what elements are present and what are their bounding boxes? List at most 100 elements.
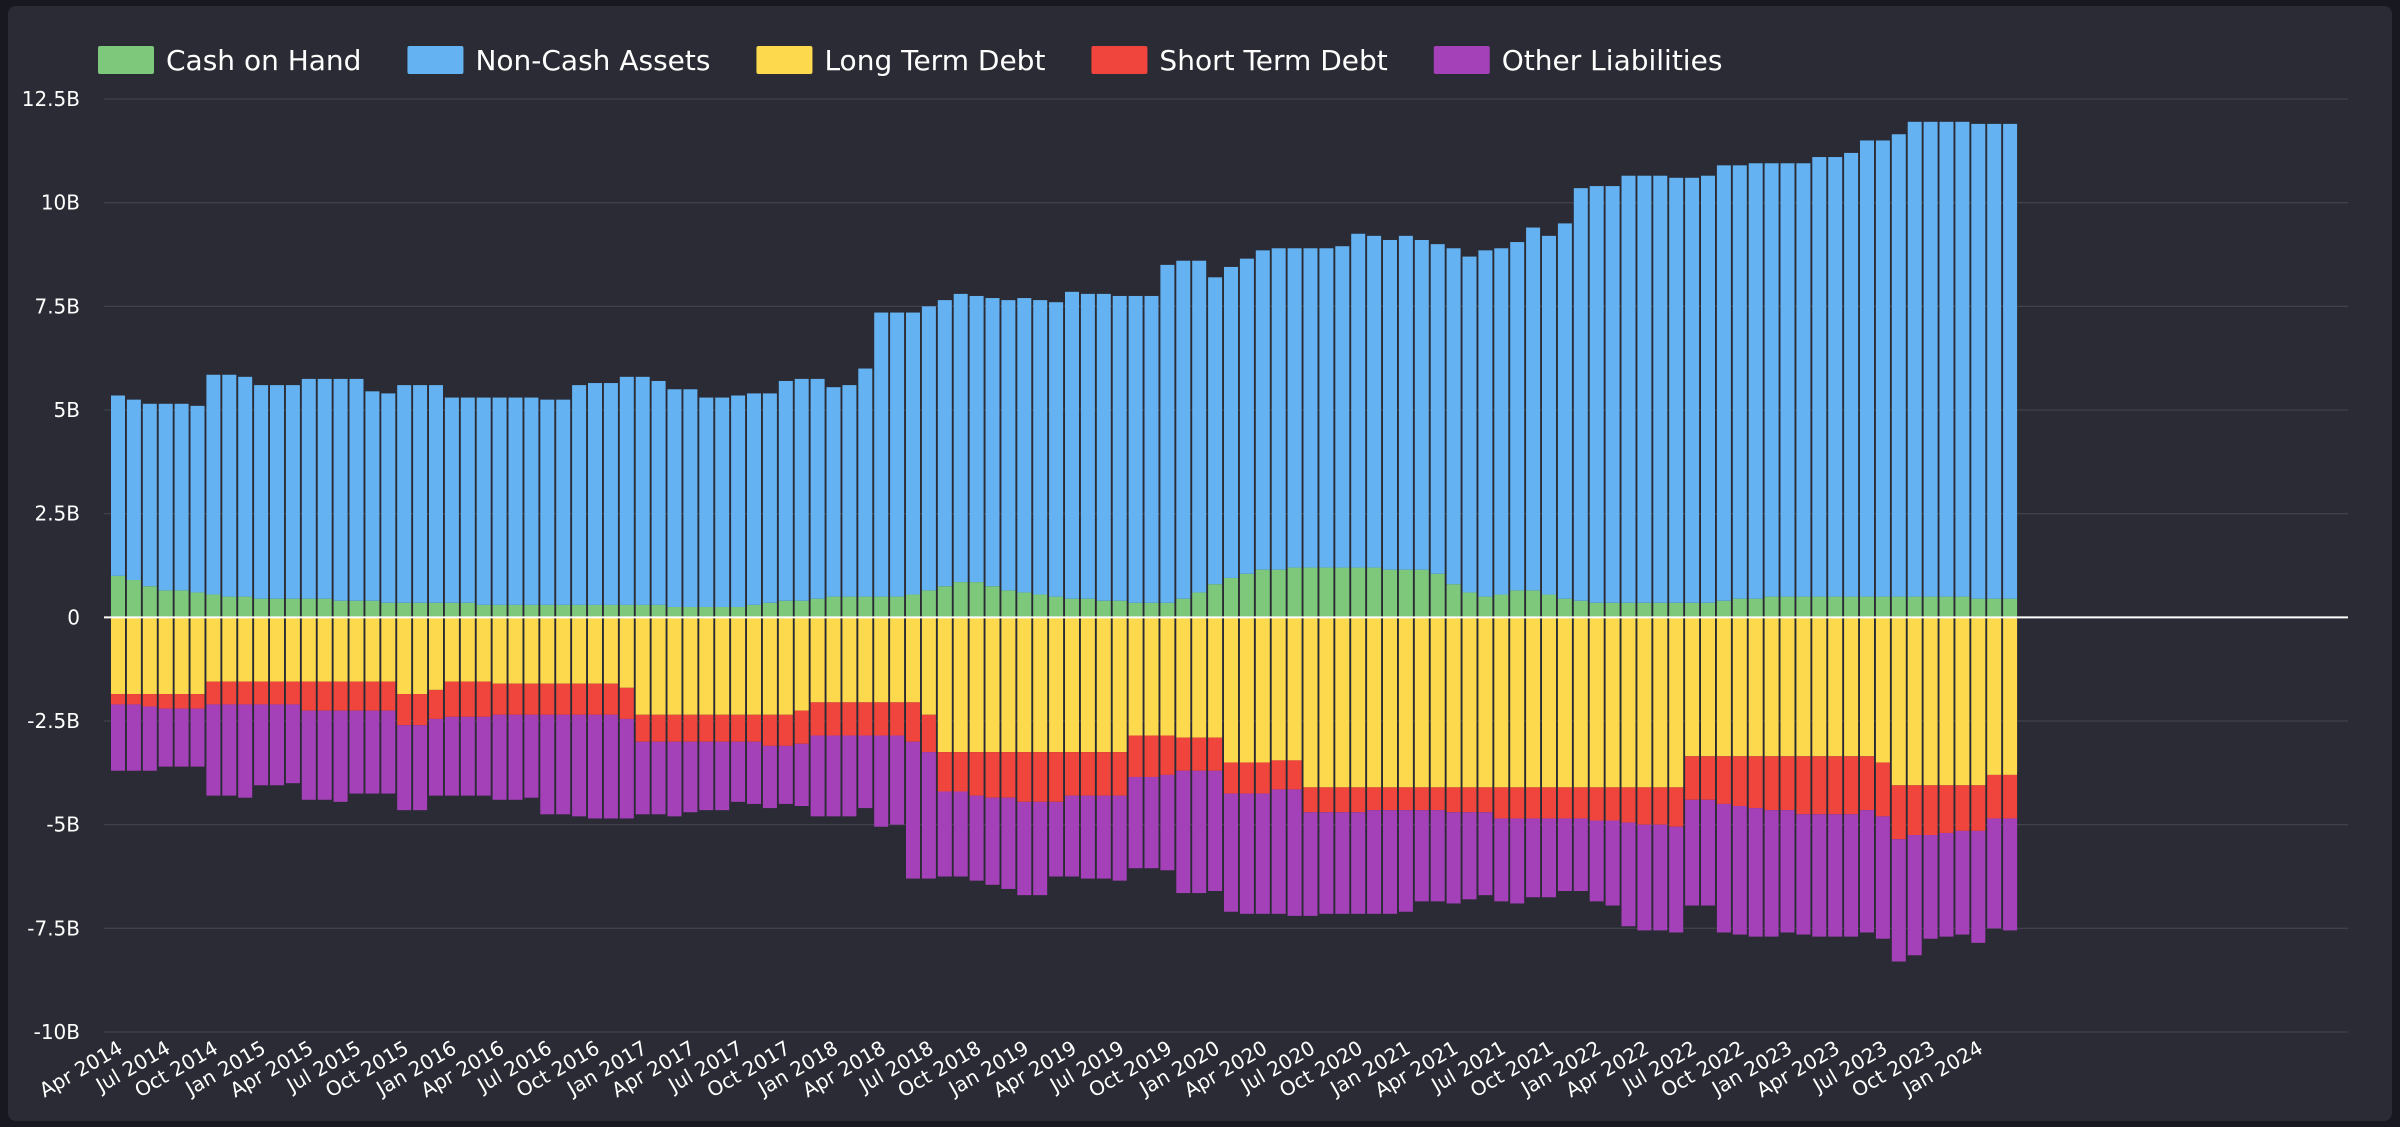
- bar-non-cash-assets[interactable]: [619, 376, 634, 605]
- bar-long-term-debt[interactable]: [1478, 617, 1493, 788]
- bar-short-term-debt[interactable]: [651, 714, 666, 742]
- bar-cash-on-hand[interactable]: [1605, 602, 1620, 618]
- bar-cash-on-hand[interactable]: [874, 596, 889, 618]
- bar-cash-on-hand[interactable]: [794, 600, 809, 618]
- bar-short-term-debt[interactable]: [1510, 787, 1525, 819]
- bar-cash-on-hand[interactable]: [1573, 600, 1588, 618]
- bar-other-liabilities[interactable]: [842, 735, 857, 817]
- bar-short-term-debt[interactable]: [1653, 787, 1668, 825]
- bar-long-term-debt[interactable]: [1828, 617, 1843, 757]
- bar-cash-on-hand[interactable]: [1796, 596, 1811, 618]
- bar-short-term-debt[interactable]: [174, 694, 189, 709]
- bar-non-cash-assets[interactable]: [556, 399, 571, 605]
- bar-short-term-debt[interactable]: [2003, 774, 2018, 819]
- bar-short-term-debt[interactable]: [1319, 787, 1334, 813]
- bar-long-term-debt[interactable]: [111, 617, 125, 695]
- bar-other-liabilities[interactable]: [254, 704, 269, 786]
- bar-other-liabilities[interactable]: [1430, 810, 1445, 902]
- bar-other-liabilities[interactable]: [778, 745, 793, 804]
- bar-non-cash-assets[interactable]: [1891, 134, 1906, 597]
- bar-cash-on-hand[interactable]: [1128, 602, 1143, 618]
- bar-other-liabilities[interactable]: [126, 704, 141, 771]
- bar-non-cash-assets[interactable]: [1780, 163, 1795, 597]
- bar-non-cash-assets[interactable]: [1383, 239, 1397, 570]
- bar-non-cash-assets[interactable]: [699, 397, 714, 607]
- bar-non-cash-assets[interactable]: [731, 395, 746, 607]
- bar-cash-on-hand[interactable]: [126, 580, 141, 618]
- bar-long-term-debt[interactable]: [1033, 617, 1048, 753]
- bar-other-liabilities[interactable]: [285, 704, 300, 784]
- bar-short-term-debt[interactable]: [1716, 756, 1731, 804]
- bar-cash-on-hand[interactable]: [444, 602, 459, 618]
- bar-cash-on-hand[interactable]: [2003, 598, 2018, 618]
- bar-cash-on-hand[interactable]: [651, 604, 666, 618]
- bar-non-cash-assets[interactable]: [142, 403, 157, 587]
- bar-long-term-debt[interactable]: [953, 617, 968, 753]
- bar-long-term-debt[interactable]: [890, 617, 905, 703]
- legend-item-non-cash-assets[interactable]: Non-Cash Assets: [407, 44, 710, 77]
- bar-cash-on-hand[interactable]: [1971, 598, 1986, 618]
- bar-other-liabilities[interactable]: [492, 714, 507, 800]
- bar-short-term-debt[interactable]: [381, 681, 396, 711]
- bar-non-cash-assets[interactable]: [1828, 157, 1843, 597]
- bar-non-cash-assets[interactable]: [190, 405, 205, 593]
- bar-cash-on-hand[interactable]: [381, 602, 396, 618]
- bar-long-term-debt[interactable]: [921, 617, 936, 715]
- bar-other-liabilities[interactable]: [508, 714, 523, 800]
- bar-cash-on-hand[interactable]: [572, 604, 587, 618]
- bar-short-term-debt[interactable]: [397, 694, 412, 726]
- bar-long-term-debt[interactable]: [1557, 617, 1572, 788]
- bar-non-cash-assets[interactable]: [349, 378, 364, 601]
- bar-other-liabilities[interactable]: [588, 714, 602, 819]
- bar-long-term-debt[interactable]: [2003, 617, 2018, 775]
- bar-long-term-debt[interactable]: [1208, 617, 1223, 738]
- bar-cash-on-hand[interactable]: [1080, 598, 1095, 618]
- bar-long-term-debt[interactable]: [1255, 617, 1270, 763]
- bar-cash-on-hand[interactable]: [1701, 602, 1715, 618]
- bar-other-liabilities[interactable]: [1542, 818, 1556, 898]
- bar-non-cash-assets[interactable]: [1080, 293, 1095, 599]
- bar-short-term-debt[interactable]: [778, 714, 793, 746]
- bar-short-term-debt[interactable]: [1430, 787, 1445, 811]
- bar-non-cash-assets[interactable]: [953, 293, 968, 583]
- bar-non-cash-assets[interactable]: [1589, 186, 1604, 603]
- bar-short-term-debt[interactable]: [683, 714, 698, 742]
- bar-cash-on-hand[interactable]: [1398, 569, 1413, 618]
- bar-short-term-debt[interactable]: [921, 714, 936, 753]
- bar-long-term-debt[interactable]: [1303, 617, 1318, 788]
- bar-short-term-debt[interactable]: [1335, 787, 1350, 813]
- bar-long-term-debt[interactable]: [1637, 617, 1652, 788]
- bar-short-term-debt[interactable]: [1971, 785, 1986, 831]
- bar-non-cash-assets[interactable]: [333, 378, 348, 601]
- bar-other-liabilities[interactable]: [1287, 789, 1302, 916]
- bar-long-term-debt[interactable]: [1653, 617, 1668, 788]
- bar-cash-on-hand[interactable]: [715, 606, 730, 618]
- bar-cash-on-hand[interactable]: [1542, 594, 1556, 618]
- bar-other-liabilities[interactable]: [540, 714, 555, 815]
- bar-other-liabilities[interactable]: [985, 797, 1000, 885]
- bar-cash-on-hand[interactable]: [1430, 573, 1445, 618]
- bar-cash-on-hand[interactable]: [1160, 602, 1175, 618]
- bar-cash-on-hand[interactable]: [1844, 596, 1859, 618]
- bar-cash-on-hand[interactable]: [429, 602, 443, 618]
- bar-cash-on-hand[interactable]: [906, 594, 920, 618]
- bar-cash-on-hand[interactable]: [349, 600, 364, 618]
- bar-short-term-debt[interactable]: [238, 681, 253, 705]
- bar-non-cash-assets[interactable]: [1716, 165, 1731, 601]
- bar-cash-on-hand[interactable]: [699, 606, 714, 618]
- bar-other-liabilities[interactable]: [333, 710, 348, 802]
- bar-long-term-debt[interactable]: [1287, 617, 1302, 761]
- bar-cash-on-hand[interactable]: [1875, 596, 1890, 618]
- bar-non-cash-assets[interactable]: [444, 397, 459, 603]
- bar-other-liabilities[interactable]: [111, 704, 125, 771]
- bar-other-liabilities[interactable]: [874, 735, 889, 827]
- bar-other-liabilities[interactable]: [683, 741, 698, 813]
- bar-long-term-debt[interactable]: [937, 617, 952, 753]
- bar-non-cash-assets[interactable]: [206, 374, 221, 595]
- bar-non-cash-assets[interactable]: [937, 300, 952, 587]
- bar-cash-on-hand[interactable]: [1923, 596, 1938, 618]
- bar-long-term-debt[interactable]: [572, 617, 587, 684]
- bar-other-liabilities[interactable]: [747, 741, 761, 804]
- bar-non-cash-assets[interactable]: [413, 385, 428, 603]
- bar-short-term-debt[interactable]: [1128, 735, 1143, 777]
